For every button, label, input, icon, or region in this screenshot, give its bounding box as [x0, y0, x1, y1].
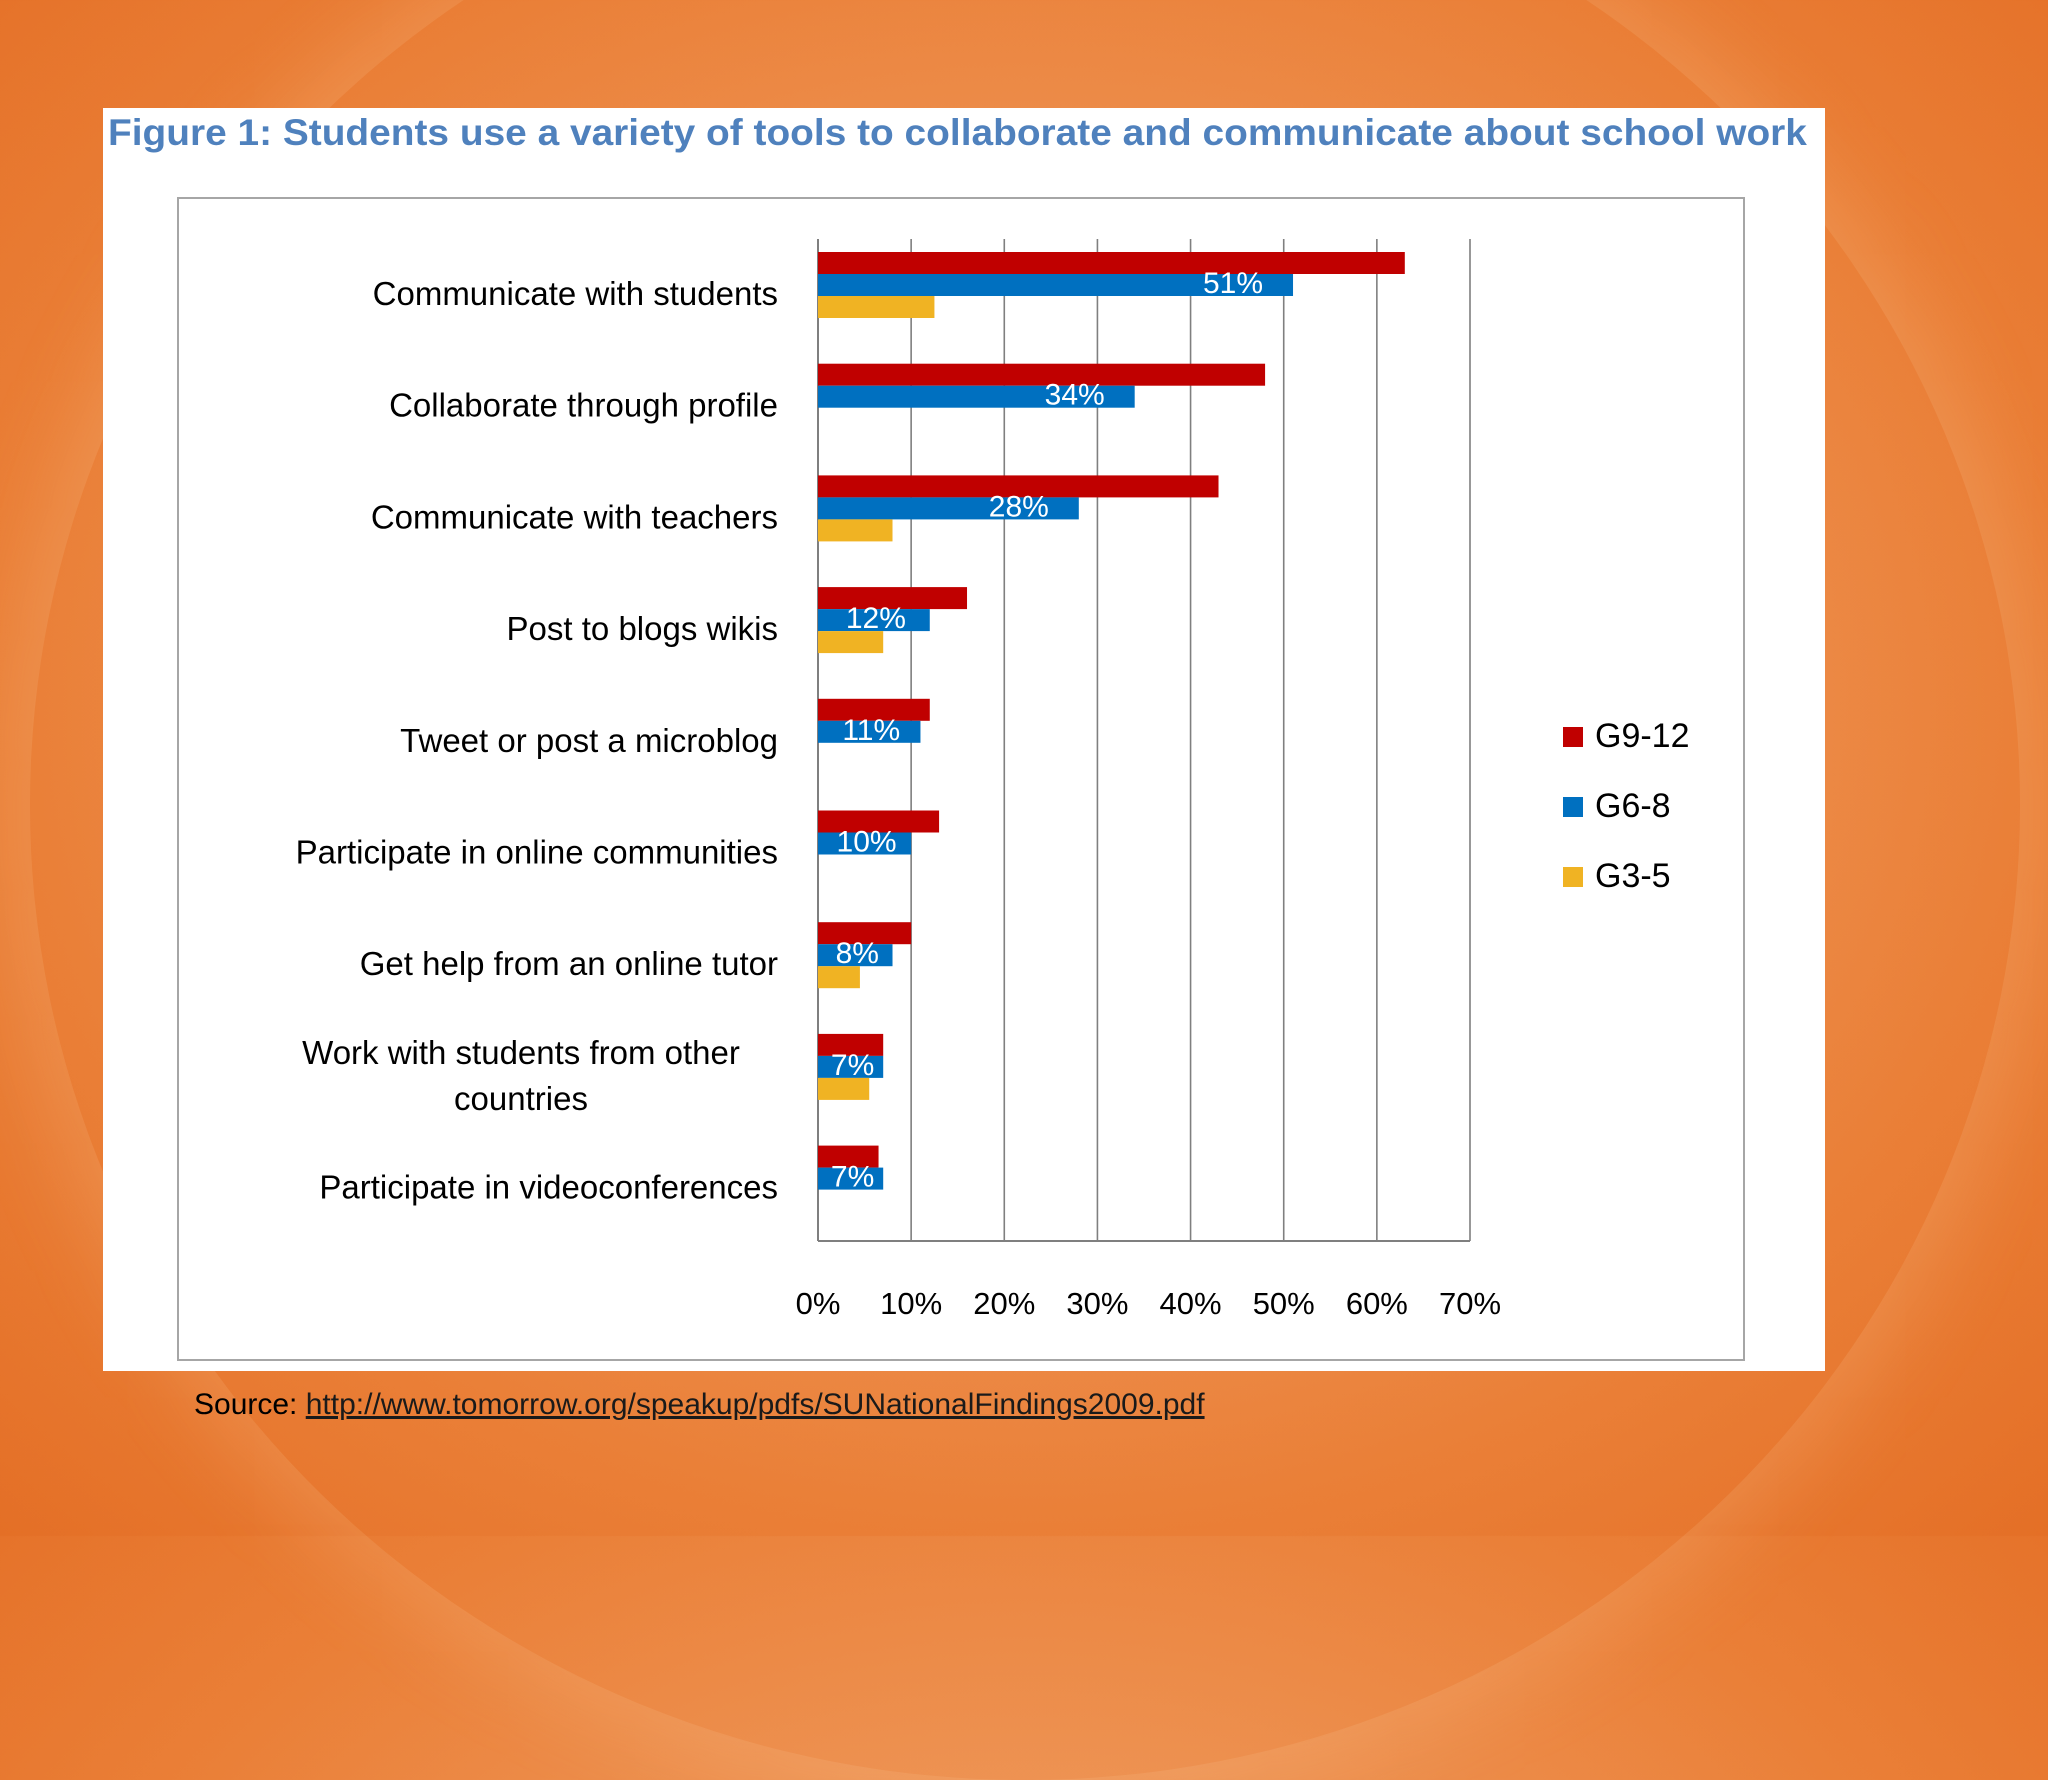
- data-label: 12%: [846, 602, 906, 635]
- bar-g6-8: [818, 497, 1079, 520]
- category-label: Participate in videoconferences: [319, 1169, 778, 1206]
- bar-g6-8: [818, 1167, 884, 1190]
- bar-g3-5: [818, 966, 860, 989]
- figure-title: Figure 1: Students use a variety of tool…: [108, 112, 1807, 153]
- data-label: 28%: [989, 490, 1049, 523]
- legend-label-g3-5: G3-5: [1595, 857, 1671, 895]
- x-tick-label: 40%: [1160, 1286, 1222, 1321]
- x-tick-label: 10%: [880, 1286, 942, 1321]
- category-label: Communicate with teachers: [371, 498, 778, 535]
- source-label: Source:: [194, 1388, 298, 1421]
- category-label: Participate in online communities: [296, 834, 778, 871]
- category-label: Collaborate through profile: [389, 387, 778, 424]
- plot-frame: [177, 197, 1745, 1361]
- bar-g6-8: [818, 385, 1135, 408]
- x-tick-label: 50%: [1253, 1286, 1315, 1321]
- figure-panel: Figure 1: Students use a variety of tool…: [103, 108, 1825, 1371]
- category-label: Post to blogs wikis: [507, 610, 778, 647]
- category-label: countries: [454, 1080, 588, 1117]
- bar-g9-12: [818, 475, 1219, 498]
- bar-g6-8: [818, 274, 1294, 296]
- data-label: 8%: [836, 937, 879, 970]
- bar-g3-5: [818, 296, 935, 318]
- data-label: 34%: [1045, 379, 1105, 412]
- legend-label-g9-12: G9-12: [1595, 717, 1690, 755]
- data-label: 7%: [831, 1049, 874, 1082]
- source-link[interactable]: http://www.tomorrow.org/speakup/pdfs/SUN…: [305, 1388, 1205, 1421]
- data-label: 7%: [831, 1161, 874, 1194]
- legend-swatch-g9-12: [1563, 727, 1583, 747]
- bar-g6-8: [818, 944, 893, 967]
- x-tick-label: 30%: [1066, 1286, 1128, 1321]
- bar-g6-8: [818, 832, 912, 855]
- legend-swatch-g3-5: [1563, 867, 1583, 887]
- bar-g9-12: [818, 587, 968, 610]
- category-label: Tweet or post a microblog: [400, 722, 778, 759]
- bar-g9-12: [818, 252, 1405, 274]
- source-line: Source: http://www.tomorrow.org/speakup/…: [194, 1388, 1205, 1422]
- bar-g3-5: [818, 631, 884, 654]
- legend-swatch-g6-8: [1563, 797, 1583, 817]
- data-label: 11%: [842, 714, 900, 747]
- data-label: 10%: [837, 826, 897, 859]
- category-label: Work with students from other: [302, 1034, 740, 1071]
- bar-chart: 0% 10% 20% 30% 40% 50% 60% 70% 51% Communicate wi…: [296, 239, 1690, 1321]
- category-label: Get help from an online tutor: [360, 945, 778, 982]
- legend-label-g6-8: G6-8: [1595, 787, 1671, 825]
- bar-g9-12: [818, 1145, 879, 1168]
- bar-g3-5: [818, 1077, 870, 1100]
- bar-g6-8: [818, 720, 921, 743]
- x-tick-label: 60%: [1346, 1286, 1408, 1321]
- bar-g3-5: [818, 519, 893, 542]
- x-tick-label: 20%: [973, 1286, 1035, 1321]
- bar-g9-12: [818, 363, 1266, 386]
- x-tick-label: 0%: [796, 1286, 841, 1321]
- bar-g6-8: [818, 1055, 884, 1078]
- data-label: 51%: [1203, 267, 1263, 300]
- category-label: Communicate with students: [373, 275, 778, 312]
- bar-g9-12: [818, 922, 912, 945]
- bar-g9-12: [818, 698, 930, 721]
- bar-g9-12: [818, 1033, 884, 1056]
- bar-g6-8: [818, 609, 930, 632]
- bar-g9-12: [818, 810, 940, 833]
- x-tick-label: 70%: [1439, 1286, 1501, 1321]
